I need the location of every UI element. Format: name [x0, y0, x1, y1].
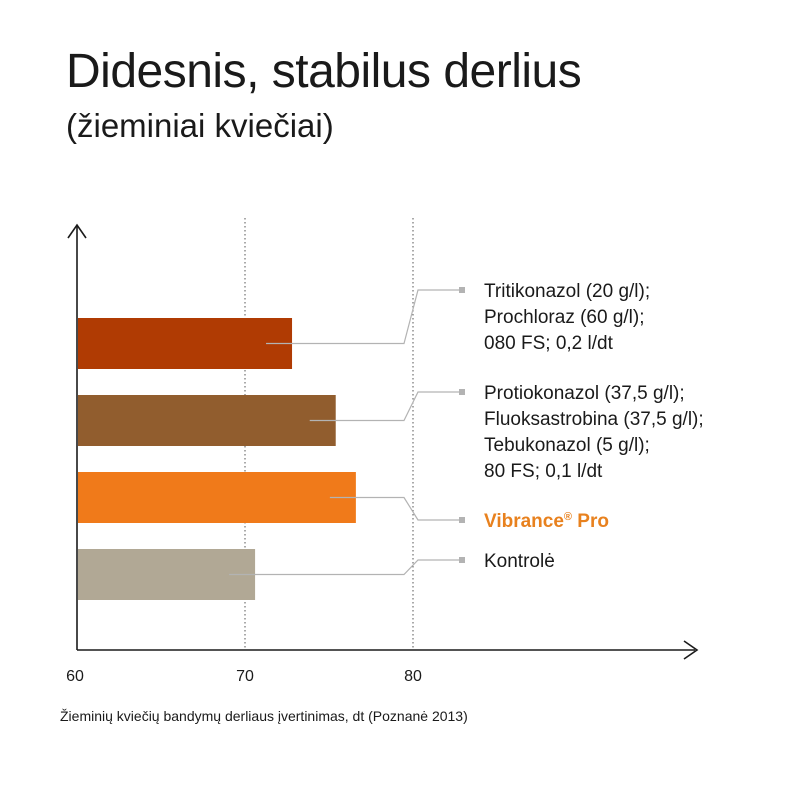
bar-label-line: Protiokonazol (37,5 g/l); — [484, 383, 685, 404]
bar-2 — [78, 395, 336, 446]
chart-title: Didesnis, stabilus derlius — [66, 45, 582, 98]
x-tick-label: 70 — [236, 668, 254, 685]
bar-label-line: Tritikonazol (20 g/l); — [484, 281, 650, 302]
x-tick-label: 60 — [66, 668, 84, 685]
bar-label-line: Kontrolė — [484, 551, 555, 572]
x-tick-label: 80 — [404, 668, 422, 685]
bar-4 — [78, 549, 256, 600]
leader-line — [329, 496, 462, 521]
bar-label-line: Fluoksastrobina (37,5 g/l); — [484, 409, 704, 430]
bar-label-line: 80 FS; 0,1 l/dt — [484, 461, 603, 482]
x-axis-arrow-icon — [683, 640, 699, 660]
chart-subtitle: (žieminiai kviečiai) — [66, 107, 334, 144]
leader-bullet-icon — [459, 557, 465, 563]
bar-label-line: Vibrance® Pro — [484, 511, 609, 532]
leader-line — [266, 289, 462, 345]
bar-1 — [78, 318, 293, 369]
bar-label-line: Tebukonazol (5 g/l); — [484, 435, 650, 456]
bar-label-line: 080 FS; 0,2 l/dt — [484, 333, 614, 354]
leader-line — [229, 559, 462, 576]
callout-labels: Tritikonazol (20 g/l); Prochloraz (60 g/l… — [484, 281, 704, 572]
axes — [67, 223, 699, 660]
y-axis-arrow-icon — [67, 223, 87, 239]
x-tick-labels: 60 70 80 — [66, 668, 422, 685]
leader-lines — [229, 287, 465, 576]
leader-line — [309, 391, 462, 422]
leader-bullet-icon — [459, 287, 465, 293]
bar-label-line: Prochloraz (60 g/l); — [484, 307, 645, 328]
footnote: Žieminių kviečių bandymų derliaus įverti… — [60, 708, 468, 724]
bar-3 — [78, 472, 356, 523]
leader-bullet-icon — [459, 389, 465, 395]
leader-bullet-icon — [459, 517, 465, 523]
bars — [78, 318, 356, 600]
